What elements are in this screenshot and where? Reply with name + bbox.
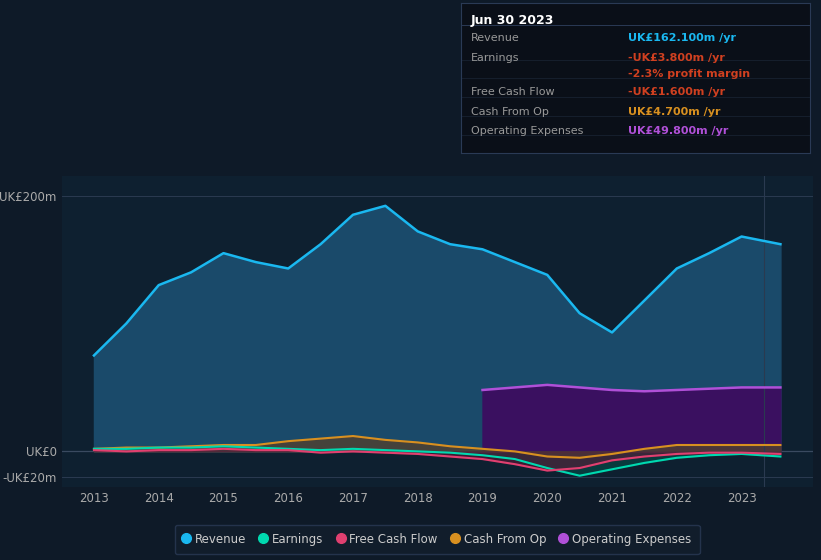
Text: -UK£3.800m /yr: -UK£3.800m /yr (628, 53, 725, 63)
Text: Revenue: Revenue (471, 34, 520, 43)
Text: UK£162.100m /yr: UK£162.100m /yr (628, 34, 736, 43)
Text: -2.3% profit margin: -2.3% profit margin (628, 69, 750, 80)
Text: UK£49.800m /yr: UK£49.800m /yr (628, 127, 728, 137)
Text: Earnings: Earnings (471, 53, 520, 63)
Text: Free Cash Flow: Free Cash Flow (471, 87, 555, 97)
Text: Cash From Op: Cash From Op (471, 107, 549, 117)
Legend: Revenue, Earnings, Free Cash Flow, Cash From Op, Operating Expenses: Revenue, Earnings, Free Cash Flow, Cash … (175, 525, 699, 554)
Text: Operating Expenses: Operating Expenses (471, 127, 584, 137)
Text: UK£4.700m /yr: UK£4.700m /yr (628, 107, 721, 117)
Text: -UK£1.600m /yr: -UK£1.600m /yr (628, 87, 725, 97)
Text: Jun 30 2023: Jun 30 2023 (471, 14, 554, 27)
